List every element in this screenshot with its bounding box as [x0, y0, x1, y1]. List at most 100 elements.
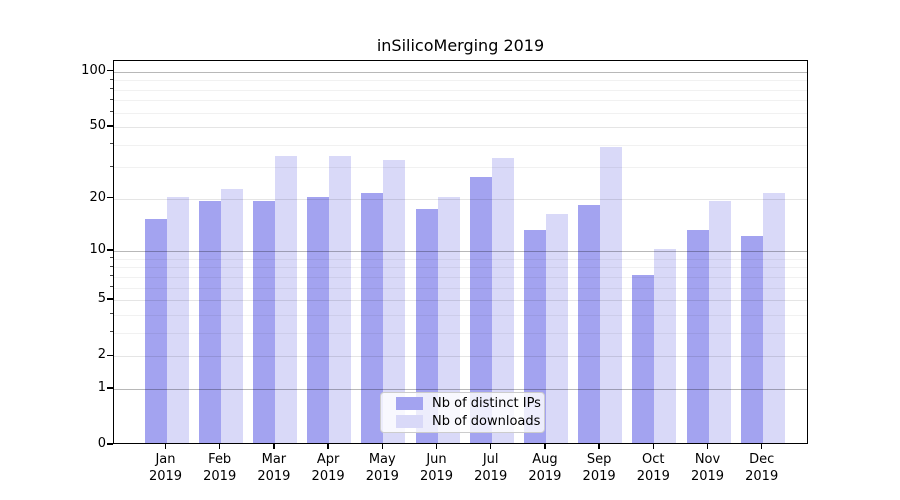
x-tick-month: Dec	[749, 452, 775, 467]
bar-nb-of-distinct-ips-jun	[415, 209, 438, 443]
x-tick-month: Oct	[642, 452, 665, 467]
x-tick-year: 2019	[365, 469, 399, 484]
gridline-y-10	[114, 251, 807, 253]
bar-nb-of-downloads-jul	[491, 157, 514, 443]
x-tick-month: Feb	[208, 452, 232, 467]
x-tick-label-jun: Jun 2019	[405, 451, 469, 485]
x-tick-month: Jan	[155, 452, 176, 467]
bar-nb-of-distinct-ips-apr	[307, 196, 330, 443]
y-tick-1	[107, 387, 113, 389]
y-tick-label-5: 5	[97, 291, 106, 307]
y-tick-label-2: 2	[97, 347, 106, 363]
bar-nb-of-downloads-feb	[220, 189, 243, 443]
bar-nb-of-downloads-dec	[762, 193, 785, 443]
bar-nb-of-downloads-may	[383, 160, 406, 443]
x-tick-year: 2019	[203, 469, 237, 484]
x-tick-apr	[327, 444, 329, 449]
y-tick-50	[107, 125, 113, 127]
minor-gridline-y-60	[114, 112, 807, 114]
x-tick-label-oct: Oct 2019	[621, 451, 685, 485]
minor-gridline-y-3	[114, 332, 807, 334]
minor-gridline-y-7	[114, 276, 807, 278]
bar-nb-of-distinct-ips-jan	[144, 218, 167, 443]
minor-gridline-y-90	[114, 80, 807, 82]
legend: Nb of distinct IPs Nb of downloads	[380, 392, 545, 433]
y-tick-label-0: 0	[97, 436, 106, 451]
y-minor-tick-7	[109, 275, 113, 277]
x-tick-month: Apr	[316, 452, 340, 467]
bar-nb-of-downloads-jun	[437, 196, 460, 443]
y-tick-label-10: 10	[89, 242, 106, 258]
bar-nb-of-downloads-mar	[274, 155, 297, 443]
x-tick-year: 2019	[690, 469, 725, 484]
x-tick-label-dec: Dec 2019	[730, 451, 794, 485]
bar-nb-of-distinct-ips-jul	[469, 176, 492, 443]
bar-nb-of-distinct-ips-nov	[686, 229, 709, 443]
x-tick-month: Jun	[426, 452, 447, 467]
x-tick-year: 2019	[636, 469, 670, 484]
bar-nb-of-distinct-ips-dec	[740, 235, 763, 443]
gridline-y-1	[114, 388, 807, 390]
x-tick-jun	[435, 444, 438, 449]
x-tick-nov	[706, 444, 709, 449]
minor-gridline-y-70	[114, 100, 807, 102]
bar-nb-of-distinct-ips-mar	[252, 200, 275, 443]
y-tick-5	[107, 298, 113, 300]
x-tick-aug	[544, 444, 546, 449]
bar-nb-of-downloads-oct	[654, 249, 677, 443]
y-minor-tick-40	[109, 143, 113, 145]
x-tick-month: May	[368, 452, 396, 467]
bar-nb-of-distinct-ips-feb	[198, 200, 221, 443]
x-tick-label-nov: Nov 2019	[676, 451, 740, 485]
plot-area	[113, 60, 808, 444]
x-tick-jul	[490, 444, 492, 449]
x-tick-oct	[652, 444, 654, 449]
x-tick-year: 2019	[148, 469, 183, 484]
y-tick-100	[107, 70, 113, 72]
x-tick-month: Mar	[261, 452, 287, 467]
y-minor-tick-4	[109, 313, 113, 315]
x-tick-label-aug: Aug 2019	[513, 451, 577, 485]
y-tick-label-20: 20	[89, 189, 106, 205]
y-minor-tick-8	[109, 265, 113, 267]
x-tick-label-feb: Feb 2019	[188, 451, 252, 485]
gridlines-layer	[114, 61, 807, 443]
x-tick-mar	[273, 444, 275, 449]
x-tick-year: 2019	[257, 469, 291, 484]
y-minor-tick-3	[109, 331, 113, 333]
x-tick-year: 2019	[474, 469, 508, 484]
minor-gridline-y-80	[114, 89, 807, 91]
y-tick-10	[107, 249, 113, 251]
x-tick-feb	[219, 444, 221, 449]
legend-swatch-distinct-ips	[396, 397, 423, 410]
x-tick-jan	[164, 444, 167, 449]
x-tick-may	[381, 444, 383, 449]
legend-label-distinct-ips: Nb of distinct IPs	[432, 396, 541, 411]
y-tick-0	[107, 443, 113, 445]
x-tick-year: 2019	[528, 469, 562, 484]
bar-nb-of-distinct-ips-may	[361, 193, 384, 443]
legend-swatch-downloads	[396, 415, 423, 428]
legend-label-downloads: Nb of downloads	[432, 414, 541, 429]
x-tick-label-sep: Sep 2019	[567, 451, 631, 485]
y-minor-tick-60	[109, 111, 113, 113]
gridline-y-5	[114, 300, 807, 302]
x-tick-month: Jul	[482, 452, 499, 467]
y-tick-label-100: 100	[81, 62, 106, 78]
minor-gridline-y-8	[114, 267, 807, 269]
bar-nb-of-downloads-sep	[600, 146, 623, 443]
y-minor-tick-30	[109, 165, 113, 167]
minor-gridline-y-30	[114, 167, 807, 169]
x-tick-month: Aug	[532, 452, 558, 467]
bar-nb-of-downloads-nov	[708, 200, 731, 443]
x-tick-year: 2019	[582, 469, 616, 484]
x-tick-year: 2019	[745, 469, 779, 484]
x-tick-label-jan: Jan 2019	[134, 451, 198, 485]
minor-gridline-y-40	[114, 144, 807, 146]
gridline-y-20	[114, 198, 807, 200]
chart-title: inSilicoMerging 2019	[376, 36, 545, 55]
x-tick-year: 2019	[419, 469, 454, 484]
bar-nb-of-distinct-ips-oct	[632, 274, 655, 443]
gridline-y-100	[114, 71, 807, 73]
